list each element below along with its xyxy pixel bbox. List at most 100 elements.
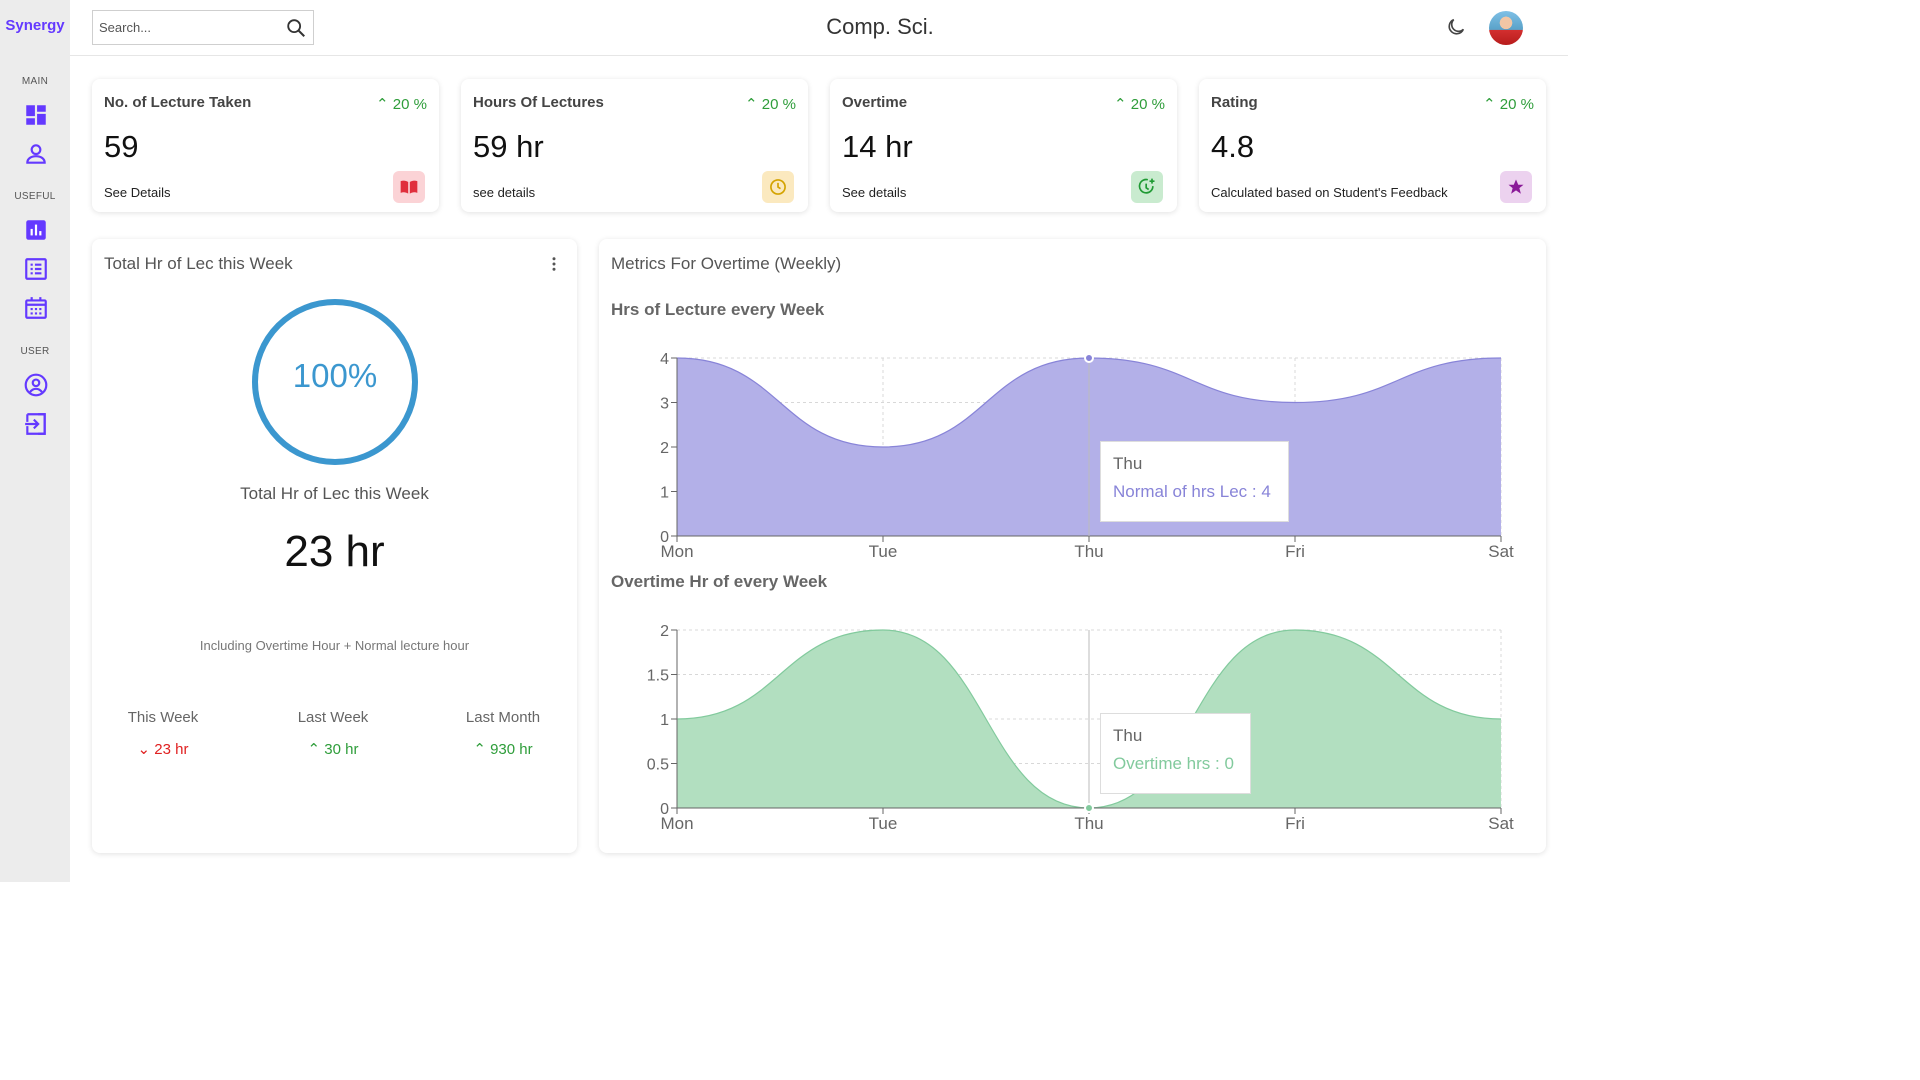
stat-label: This Week	[127, 709, 199, 726]
x-tick-label: Mon	[660, 542, 693, 561]
sidebar-section-main: MAIN	[21, 76, 49, 87]
more-vert-icon[interactable]	[545, 255, 563, 273]
chevron-up-icon: ⌃	[1483, 96, 1496, 113]
y-tick-label: 1.5	[647, 668, 669, 685]
active-point[interactable]	[1084, 353, 1094, 363]
bar-chart-icon[interactable]	[23, 217, 49, 243]
search-icon[interactable]	[285, 17, 307, 39]
see-details-link[interactable]: See details	[842, 185, 907, 200]
series-area	[677, 630, 1501, 808]
sidebar-section-useful: USEFUL	[14, 191, 56, 202]
stat-last-week: Last Week ⌃ 30 hr	[263, 709, 403, 758]
x-tick-label: Thu	[1074, 542, 1103, 561]
x-tick-label: Mon	[660, 814, 693, 833]
kpi-delta: ⌃ 20 %	[1483, 96, 1534, 113]
see-details-link[interactable]: see details	[473, 185, 536, 200]
stat-last-month: Last Month ⌃ 930 hr	[433, 709, 573, 758]
stat-label: Last Week	[297, 709, 369, 726]
sidebar-section-user: USER	[20, 346, 50, 357]
y-tick-label: 1	[660, 485, 669, 502]
kpi-title: Hours Of Lectures	[473, 94, 604, 111]
chevron-up-icon: ⌃	[745, 96, 758, 113]
kpi-delta: ⌃ 20 %	[745, 96, 796, 113]
x-tick-label: Sat	[1488, 814, 1514, 833]
kpi-title: Rating	[1211, 94, 1258, 111]
weekly-total-panel: Total Hr of Lec this Week 100% Total Hr …	[92, 239, 577, 853]
kpi-value: 4.8	[1211, 129, 1255, 164]
stat-value: ⌃ 30 hr	[307, 741, 359, 758]
lecture-hours-chart[interactable]: 0 1 2 3 4 Mon Tue Thu Fri Sat	[599, 339, 1546, 569]
stat-value: ⌃ 930 hr	[473, 741, 533, 758]
dark-mode-icon[interactable]	[1445, 16, 1467, 38]
chart-tooltip: Thu Normal of hrs Lec : 4	[1100, 441, 1289, 522]
weekly-note: Including Overtime Hour + Normal lecture…	[199, 638, 470, 653]
y-tick-label: 2	[660, 623, 669, 640]
chevron-up-icon: ⌃	[1114, 96, 1127, 113]
chevron-down-icon: ⌄	[137, 741, 151, 758]
kpi-delta: ⌃ 20 %	[376, 96, 427, 113]
brand-logo[interactable]: Synergy	[5, 17, 65, 34]
kpi-value: 59	[104, 129, 139, 164]
x-tick-label: Thu	[1074, 814, 1103, 833]
clock-icon	[762, 171, 794, 203]
chevron-up-icon: ⌃	[307, 741, 321, 758]
page-title: Comp. Sci.	[826, 14, 934, 39]
series-line	[676, 357, 1502, 448]
book-icon	[393, 171, 425, 203]
x-tick-label: Sat	[1488, 542, 1514, 561]
kpi-card-rating: Rating ⌃ 20 % 4.8 Calculated based on St…	[1199, 79, 1546, 212]
search-input[interactable]	[93, 11, 273, 44]
tooltip-value: Overtime hrs : 0	[1113, 754, 1234, 773]
x-tick-label: Fri	[1285, 542, 1305, 561]
chevron-up-icon: ⌃	[473, 741, 486, 758]
chart-title-overtime: Overtime Hr of every Week	[611, 572, 828, 591]
stat-value: ⌄ 23 hr	[137, 741, 189, 758]
top-bar: Comp. Sci.	[70, 0, 1568, 56]
active-point[interactable]	[1084, 803, 1094, 813]
chevron-up-icon: ⌃	[376, 96, 389, 113]
logout-icon[interactable]	[23, 411, 49, 437]
tooltip-day: Thu	[1113, 454, 1143, 473]
weekly-total-value: 23 hr	[284, 527, 385, 576]
progress-percent: 100%	[292, 357, 378, 394]
list-icon[interactable]	[23, 256, 49, 282]
kpi-value: 14 hr	[842, 129, 913, 164]
tooltip-day: Thu	[1113, 726, 1143, 745]
timer-plus-icon	[1131, 171, 1163, 203]
y-tick-label: 1	[660, 712, 669, 729]
search-box	[92, 10, 314, 45]
tooltip-value: Normal of hrs Lec : 4	[1113, 482, 1271, 501]
sidebar: Synergy MAIN USEFUL USER	[0, 0, 70, 882]
kpi-card-overtime: Overtime ⌃ 20 % 14 hr See details	[830, 79, 1177, 212]
kpi-value: 59 hr	[473, 129, 544, 164]
account-circle-icon[interactable]	[23, 372, 49, 398]
panel-title: Total Hr of Lec this Week	[104, 254, 293, 273]
overtime-hours-chart[interactable]: 0 0.5 1 1.5 2 Mon Tue Thu Fri Sat	[599, 611, 1546, 841]
y-tick-label: 2	[660, 440, 669, 457]
kpi-title: No. of Lecture Taken	[104, 94, 252, 111]
kpi-title: Overtime	[842, 94, 908, 111]
kpi-delta: ⌃ 20 %	[1114, 96, 1165, 113]
y-tick-label: 4	[660, 351, 669, 368]
chart-tooltip: Thu Overtime hrs : 0	[1100, 713, 1251, 794]
avatar[interactable]	[1489, 11, 1523, 45]
see-details-link[interactable]: See Details	[104, 185, 171, 200]
kpi-card-hours: Hours Of Lectures ⌃ 20 % 59 hr see detai…	[461, 79, 808, 212]
stat-this-week: This Week ⌄ 23 hr	[93, 709, 233, 758]
metrics-panel: Metrics For Overtime (Weekly) Hrs of Lec…	[599, 239, 1546, 853]
calendar-icon[interactable]	[23, 295, 49, 321]
kpi-card-lectures: No. of Lecture Taken ⌃ 20 % 59 See Detai…	[92, 79, 439, 212]
star-icon	[1500, 171, 1532, 203]
y-tick-label: 0	[660, 529, 669, 546]
dashboard-icon[interactable]	[23, 102, 49, 128]
x-tick-label: Fri	[1285, 814, 1305, 833]
chart-title-lecture: Hrs of Lecture every Week	[611, 300, 825, 319]
progress-ring: 100%	[250, 297, 420, 467]
see-details-link[interactable]: Calculated based on Student's Feedback	[1211, 185, 1448, 200]
person-icon[interactable]	[23, 141, 49, 167]
x-tick-label: Tue	[869, 542, 898, 561]
panel-title: Metrics For Overtime (Weekly)	[611, 254, 842, 273]
stat-label: Last Month	[465, 709, 541, 726]
x-tick-label: Tue	[869, 814, 898, 833]
y-tick-label: 0.5	[647, 757, 669, 774]
